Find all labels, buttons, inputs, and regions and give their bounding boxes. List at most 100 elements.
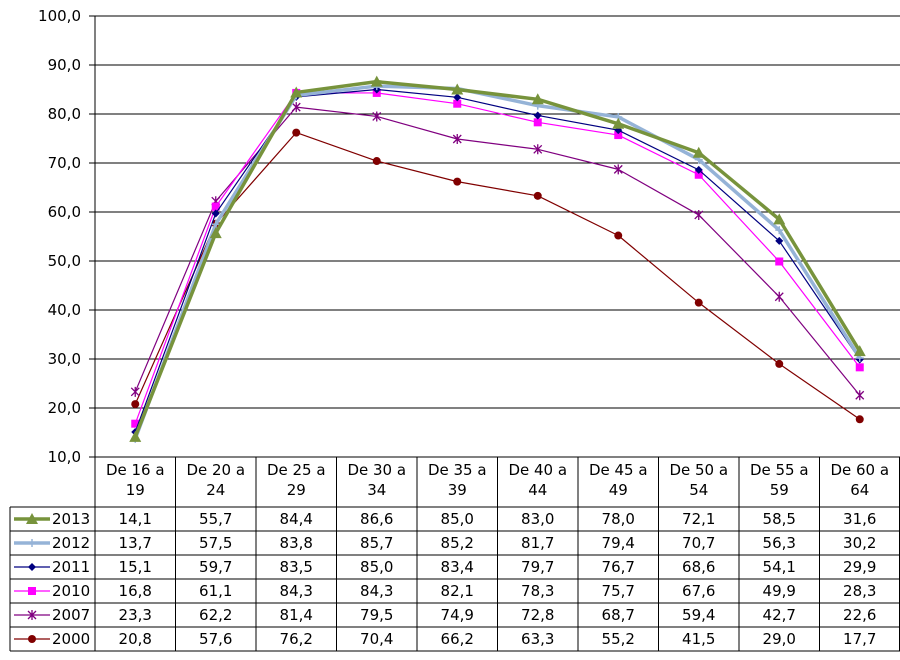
data-point-2013 bbox=[692, 146, 705, 158]
data-point-2000 bbox=[292, 128, 301, 137]
y-tick-label: 10,0 bbox=[48, 448, 81, 466]
table-value: 83,0 bbox=[521, 510, 554, 528]
data-point-2012 bbox=[211, 220, 220, 229]
series-lines bbox=[129, 75, 866, 443]
y-tick-label: 60,0 bbox=[48, 203, 81, 221]
table-value: 28,3 bbox=[843, 582, 876, 600]
legend-label: 2007 bbox=[52, 606, 90, 624]
legend-key-marker bbox=[28, 635, 36, 643]
data-point-2011 bbox=[211, 209, 220, 218]
data-point-2010 bbox=[855, 363, 864, 372]
table-value: 76,2 bbox=[280, 630, 313, 648]
data-point-2013 bbox=[773, 213, 786, 225]
category-label: De 45 a bbox=[589, 461, 648, 479]
category-label: 54 bbox=[689, 481, 708, 499]
category-label: De 40 a bbox=[508, 461, 567, 479]
data-point-2007 bbox=[130, 386, 140, 397]
table-value: 85,2 bbox=[441, 534, 474, 552]
category-label: De 60 a bbox=[830, 461, 889, 479]
table-value: 15,1 bbox=[119, 558, 152, 576]
y-tick-label: 30,0 bbox=[48, 350, 81, 368]
table-value: 82,1 bbox=[441, 582, 474, 600]
table-value: 29,0 bbox=[763, 630, 796, 648]
table-value: 86,6 bbox=[360, 510, 393, 528]
table-value: 62,2 bbox=[199, 606, 232, 624]
table-value: 57,6 bbox=[199, 630, 232, 648]
legend-key-marker bbox=[26, 513, 38, 524]
series-line-2007 bbox=[134, 106, 861, 396]
data-point-2000 bbox=[372, 157, 381, 166]
data-point-2007 bbox=[613, 164, 623, 175]
table-value: 29,9 bbox=[843, 558, 876, 576]
table-value: 55,7 bbox=[199, 510, 232, 528]
table-value: 70,7 bbox=[682, 534, 715, 552]
category-label: De 20 a bbox=[186, 461, 245, 479]
data-point-2011 bbox=[694, 165, 703, 174]
table-value: 84,4 bbox=[280, 510, 313, 528]
table-value: 30,2 bbox=[843, 534, 876, 552]
table-value: 23,3 bbox=[119, 606, 152, 624]
table-value: 85,0 bbox=[441, 510, 474, 528]
table-value: 84,3 bbox=[360, 582, 393, 600]
table-value: 31,6 bbox=[843, 510, 876, 528]
data-point-2007 bbox=[694, 209, 704, 220]
series-line-2013 bbox=[133, 79, 862, 438]
table-value: 20,8 bbox=[119, 630, 152, 648]
category-label: De 25 a bbox=[267, 461, 326, 479]
category-label: 19 bbox=[126, 481, 145, 499]
category-label: 29 bbox=[287, 481, 306, 499]
data-point-2013 bbox=[209, 227, 222, 239]
data-point-2012 bbox=[775, 226, 784, 235]
data-point-2010 bbox=[453, 99, 462, 108]
data-point-2007 bbox=[533, 144, 543, 155]
legend-label: 2012 bbox=[52, 534, 90, 552]
y-tick-label: 90,0 bbox=[48, 56, 81, 74]
data-point-2007 bbox=[372, 111, 382, 122]
table-value: 68,7 bbox=[602, 606, 635, 624]
table-value: 85,7 bbox=[360, 534, 393, 552]
data-point-2010 bbox=[211, 202, 220, 211]
table-value: 79,5 bbox=[360, 606, 393, 624]
table-value: 79,7 bbox=[521, 558, 554, 576]
table-value: 67,6 bbox=[682, 582, 715, 600]
table-value: 59,4 bbox=[682, 606, 715, 624]
table-value: 83,4 bbox=[441, 558, 474, 576]
table-value: 59,7 bbox=[199, 558, 232, 576]
category-label: De 16 a bbox=[106, 461, 165, 479]
table-value: 81,7 bbox=[521, 534, 554, 552]
table-value: 75,7 bbox=[602, 582, 635, 600]
table-value: 68,6 bbox=[682, 558, 715, 576]
data-point-2010 bbox=[775, 257, 784, 266]
table-value: 85,0 bbox=[360, 558, 393, 576]
y-tick-label: 70,0 bbox=[48, 154, 81, 172]
table-value: 78,3 bbox=[521, 582, 554, 600]
table-value: 72,8 bbox=[521, 606, 554, 624]
series-line-2000 bbox=[134, 132, 861, 420]
data-point-2010 bbox=[694, 170, 703, 179]
category-label: De 55 a bbox=[750, 461, 809, 479]
series-line-2012 bbox=[133, 84, 862, 440]
legend-label: 2011 bbox=[52, 558, 90, 576]
series-line-2011 bbox=[134, 88, 861, 433]
data-point-2000 bbox=[453, 177, 462, 186]
data-point-2000 bbox=[694, 298, 703, 307]
data-point-2013 bbox=[612, 117, 625, 129]
y-tick-label: 20,0 bbox=[48, 399, 81, 417]
table-value: 56,3 bbox=[763, 534, 796, 552]
table-value: 84,3 bbox=[280, 582, 313, 600]
table-value: 49,9 bbox=[763, 582, 796, 600]
y-axis: 10,0 20,0 30,0 40,0 50,0 60,0 70,0 80,0 90,0 100,… bbox=[38, 7, 96, 466]
legend-label: 2010 bbox=[52, 582, 90, 600]
legend-label: 2000 bbox=[52, 630, 90, 648]
y-tick-label: 100,0 bbox=[38, 7, 81, 25]
category-label: De 35 a bbox=[428, 461, 487, 479]
data-point-2013 bbox=[531, 93, 544, 105]
data-point-2000 bbox=[614, 231, 623, 240]
category-label: 39 bbox=[448, 481, 467, 499]
table-value: 22,6 bbox=[843, 606, 876, 624]
legend-key-marker bbox=[28, 539, 36, 547]
category-label: 49 bbox=[609, 481, 628, 499]
data-point-2007 bbox=[774, 291, 784, 302]
y-tick-label: 50,0 bbox=[48, 252, 81, 270]
